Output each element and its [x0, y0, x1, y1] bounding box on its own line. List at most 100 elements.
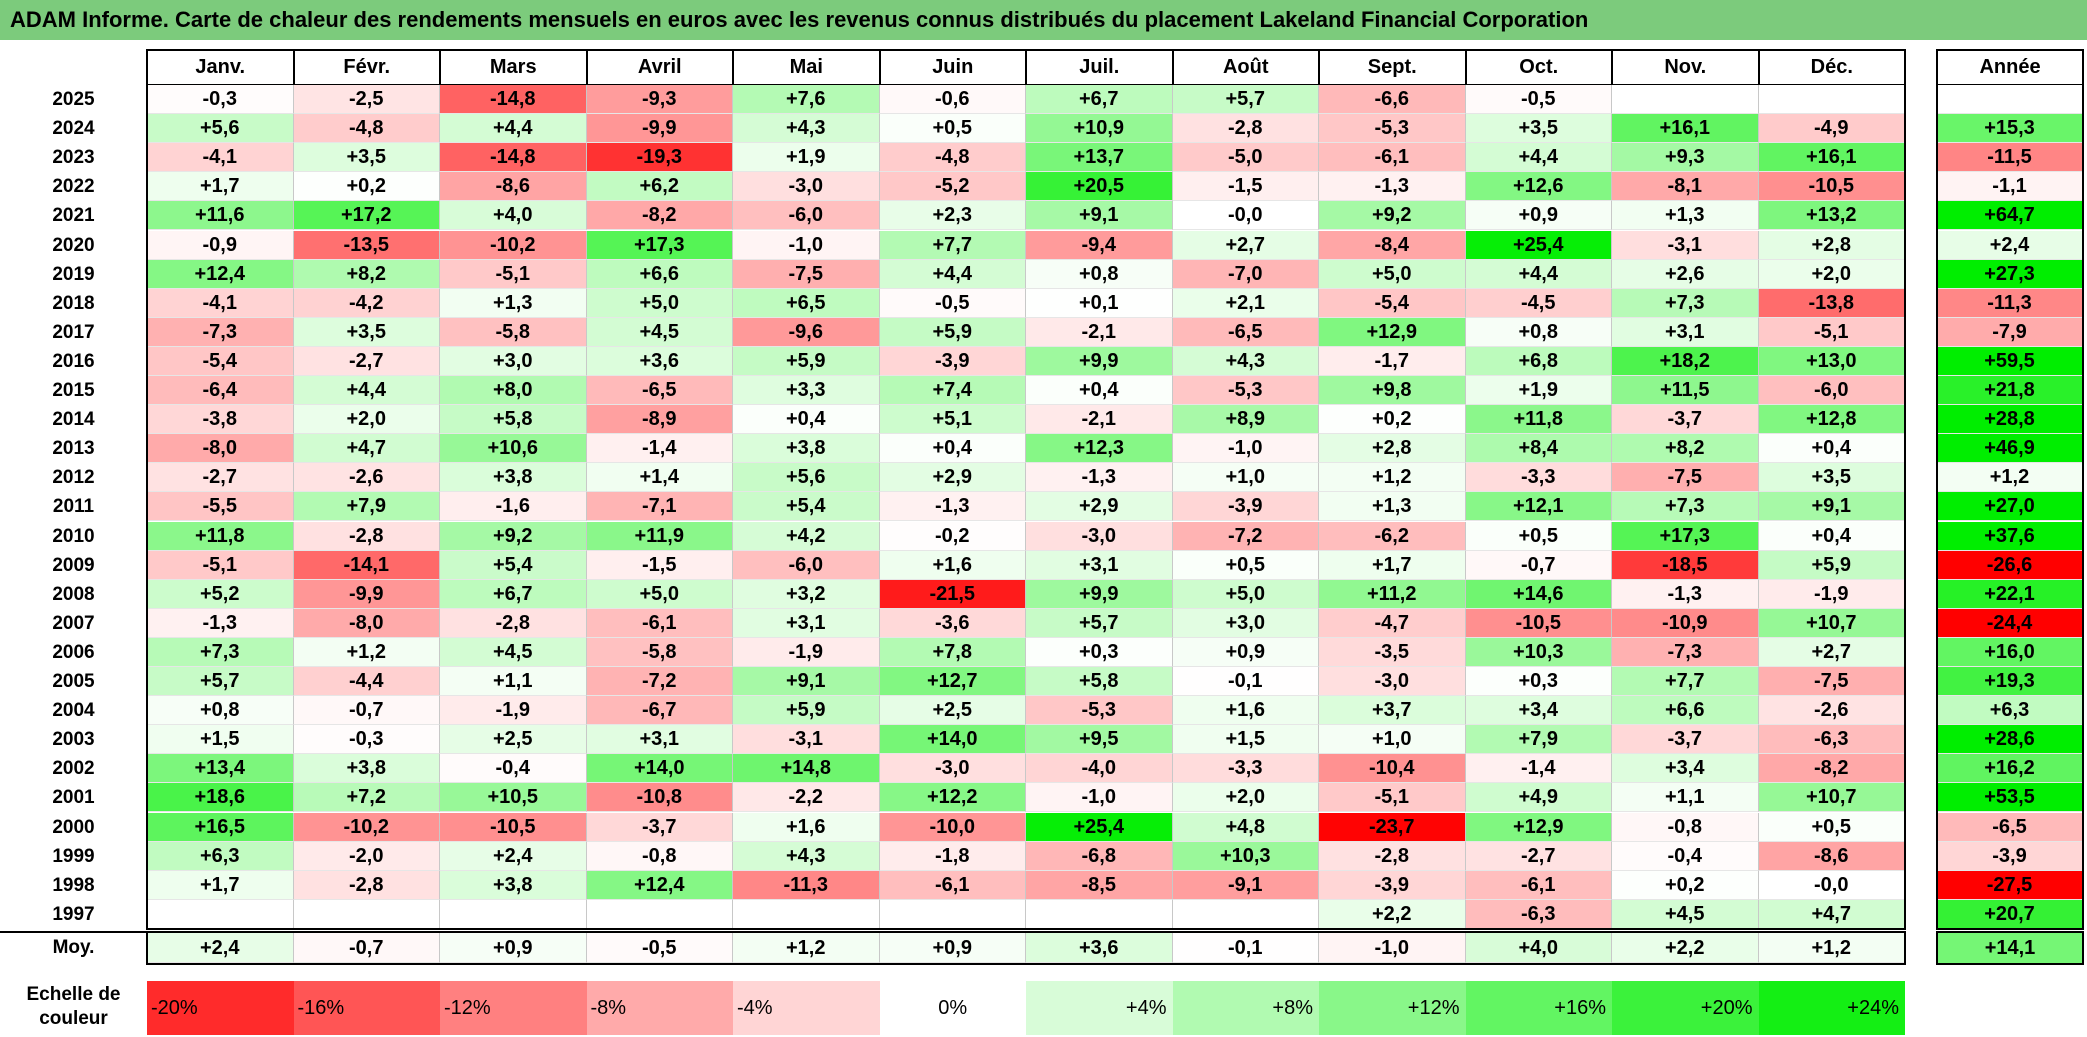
heatmap-cell: +2,0	[1172, 783, 1319, 813]
average-cell: +0,9	[440, 932, 587, 963]
heatmap-cell: +5,0	[586, 579, 733, 609]
heatmap-cell: -4,9	[1758, 114, 1905, 144]
heatmap-cell: +1,4	[586, 463, 733, 493]
heatmap-cell: -9,9	[293, 579, 440, 609]
heatmap-cell: -8,9	[586, 405, 733, 435]
heatmap-cell: +12,6	[1465, 172, 1612, 202]
heatmap-cell: +1,1	[1612, 783, 1759, 813]
month-header: Déc.	[1758, 49, 1905, 85]
heatmap-cell: +6,3	[147, 841, 294, 871]
month-header: Nov.	[1612, 49, 1759, 85]
month-header: Janv.	[147, 49, 294, 85]
heatmap-cell: +9,3	[1612, 143, 1759, 173]
heatmap-cell: -10,0	[879, 812, 1026, 842]
heatmap-cell: +0,3	[1465, 667, 1612, 697]
year-label: 2025	[52, 89, 95, 110]
heatmap-cell: +7,6	[733, 85, 880, 115]
average-cell: -0,5	[586, 932, 733, 963]
heatmap-cell: +14,6	[1465, 579, 1612, 609]
heatmap-cell: +9,9	[1026, 579, 1173, 609]
heatmap-cell: +2,9	[1026, 492, 1173, 522]
heatmap-cell: +25,4	[1026, 812, 1173, 842]
heatmap-cell: -8,6	[440, 172, 587, 202]
heatmap-cell: -21,5	[879, 579, 1026, 609]
heatmap-cell: +2,7	[1758, 637, 1905, 667]
heatmap-cell: +0,4	[879, 434, 1026, 464]
heatmap-cell: +0,4	[1026, 376, 1173, 406]
heatmap-cell: +7,3	[1612, 492, 1759, 522]
heatmap-cell: +12,9	[1319, 317, 1466, 347]
annual-cell: -11,3	[1937, 288, 2083, 318]
annual-cell: +28,6	[1937, 725, 2083, 755]
heatmap-cell: +2,7	[1172, 230, 1319, 260]
year-label: 2021	[52, 205, 95, 227]
color-scale-swatch: 0%	[879, 981, 1026, 1035]
heatmap-cell: +0,4	[733, 405, 880, 435]
year-label: 2016	[52, 350, 95, 372]
heatmap-cell: +6,7	[440, 579, 587, 609]
annual-cell: +16,2	[1937, 754, 2083, 784]
annual-cell: +37,6	[1937, 521, 2083, 551]
heatmap-cell: -1,3	[1319, 172, 1466, 202]
heatmap-cell: +14,8	[733, 754, 880, 784]
heatmap-cell: +4,4	[293, 376, 440, 406]
heatmap-cell: -3,7	[586, 812, 733, 842]
heatmap-cell: +1,3	[1319, 492, 1466, 522]
heatmap-cell: -1,6	[440, 492, 587, 522]
average-cell: +3,6	[1026, 932, 1173, 963]
heatmap-cell: +6,8	[1465, 346, 1612, 376]
heatmap-cell: -4,1	[147, 288, 294, 318]
heatmap-cell: -2,8	[1319, 841, 1466, 871]
heatmap-cell: -1,8	[879, 841, 1026, 871]
heatmap-cell: -5,3	[1319, 114, 1466, 144]
month-header: Avril	[586, 49, 733, 85]
heatmap-cell: +7,7	[879, 230, 1026, 260]
heatmap-cell: +0,9	[1465, 201, 1612, 231]
heatmap-cell: +7,3	[1612, 288, 1759, 318]
heatmap-cell: -3,0	[733, 172, 880, 202]
heatmap-cell: +17,3	[586, 230, 733, 260]
heatmap-cell: +5,9	[879, 317, 1026, 347]
annual-cell: +2,4	[1937, 230, 2083, 260]
color-scale-swatch: -8%	[586, 981, 733, 1035]
heatmap-cell: -0,5	[879, 288, 1026, 318]
average-cell: +2,2	[1612, 932, 1759, 963]
heatmap-cell: +7,9	[293, 492, 440, 522]
heatmap-cell: +4,7	[293, 434, 440, 464]
heatmap-cell: -3,3	[1172, 754, 1319, 784]
heatmap-cell: +6,2	[586, 172, 733, 202]
heatmap-cell: +3,7	[1319, 696, 1466, 726]
heatmap-cell: +16,5	[147, 812, 294, 842]
color-scale-swatch: +16%	[1465, 981, 1612, 1035]
average-cell: -0,1	[1172, 932, 1319, 963]
heatmap-cell: +9,9	[1026, 346, 1173, 376]
heatmap-cell: -2,6	[1758, 696, 1905, 726]
heatmap-cell: -3,8	[147, 405, 294, 435]
heatmap-cell	[879, 899, 1026, 929]
heatmap-cell: -4,0	[1026, 754, 1173, 784]
heatmap-cell: -1,4	[586, 434, 733, 464]
annual-cell: +27,3	[1937, 259, 2083, 289]
heatmap-cell: +1,6	[1172, 696, 1319, 726]
heatmap-cell: +5,4	[733, 492, 880, 522]
heatmap-cell: -2,2	[733, 783, 880, 813]
heatmap-cell: -6,1	[879, 870, 1026, 900]
heatmap-cell: -5,2	[879, 172, 1026, 202]
annual-cell: +27,0	[1937, 492, 2083, 522]
year-label: 2018	[52, 292, 95, 314]
heatmap-cell: +4,5	[440, 637, 587, 667]
heatmap-cell: +0,5	[1758, 812, 1905, 842]
heatmap-cell: -1,3	[147, 608, 294, 638]
heatmap-cell: +5,9	[733, 696, 880, 726]
month-header: Oct.	[1465, 49, 1612, 85]
year-header: Année	[1937, 49, 2083, 85]
heatmap-cell: +9,5	[1026, 725, 1173, 755]
heatmap-cell: -3,6	[879, 608, 1026, 638]
heatmap-cell: -5,1	[1758, 317, 1905, 347]
heatmap-cell: -7,3	[147, 317, 294, 347]
heatmap-cell: +4,3	[733, 841, 880, 871]
heatmap-cell: +1,0	[1172, 463, 1319, 493]
heatmap-cell: +7,9	[1465, 725, 1612, 755]
annual-cell: +6,3	[1937, 696, 2083, 726]
heatmap-cell: +4,4	[440, 114, 587, 144]
